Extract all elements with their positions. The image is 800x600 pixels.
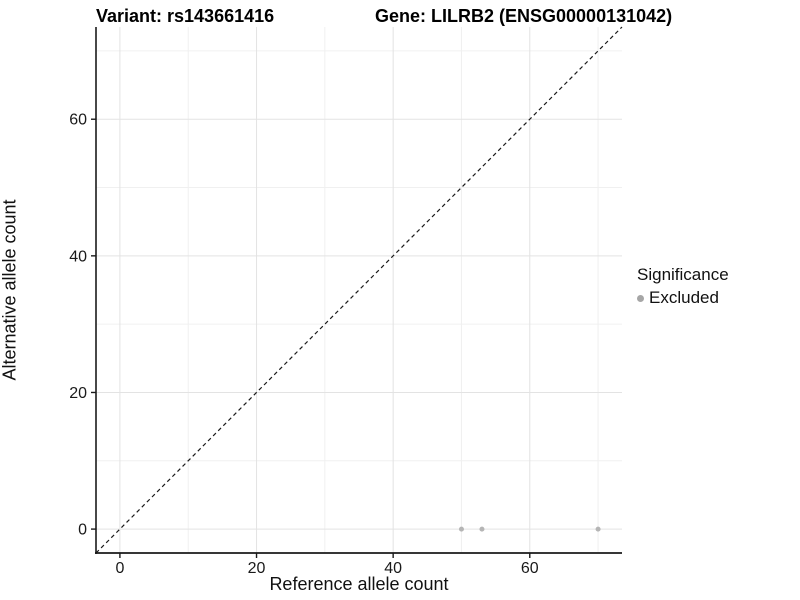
x-tick-label: 60 xyxy=(521,560,539,577)
legend: Significance Excluded xyxy=(637,265,729,308)
data-point xyxy=(479,526,485,532)
data-point xyxy=(458,526,464,532)
y-tick-label: 40 xyxy=(69,248,87,265)
variant-title: Variant: rs143661416 xyxy=(96,6,275,26)
identity-line xyxy=(95,26,623,554)
data-point xyxy=(595,526,601,532)
x-tick-label: 0 xyxy=(115,560,124,577)
y-axis-title: Alternative allele count xyxy=(0,199,20,381)
gene-title: Gene: LILRB2 (ENSG00000131042) xyxy=(375,6,673,26)
y-tick-label: 20 xyxy=(69,385,87,402)
y-tick-label: 0 xyxy=(78,522,87,539)
legend-item: Excluded xyxy=(637,288,729,308)
y-tick-label: 60 xyxy=(69,112,87,129)
x-axis-title: Reference allele count xyxy=(269,574,449,594)
legend-item-label: Excluded xyxy=(649,288,719,307)
legend-point-icon xyxy=(637,294,644,302)
x-tick-label: 20 xyxy=(248,560,266,577)
x-tick-label: 40 xyxy=(384,560,402,577)
legend-title: Significance xyxy=(637,265,729,284)
